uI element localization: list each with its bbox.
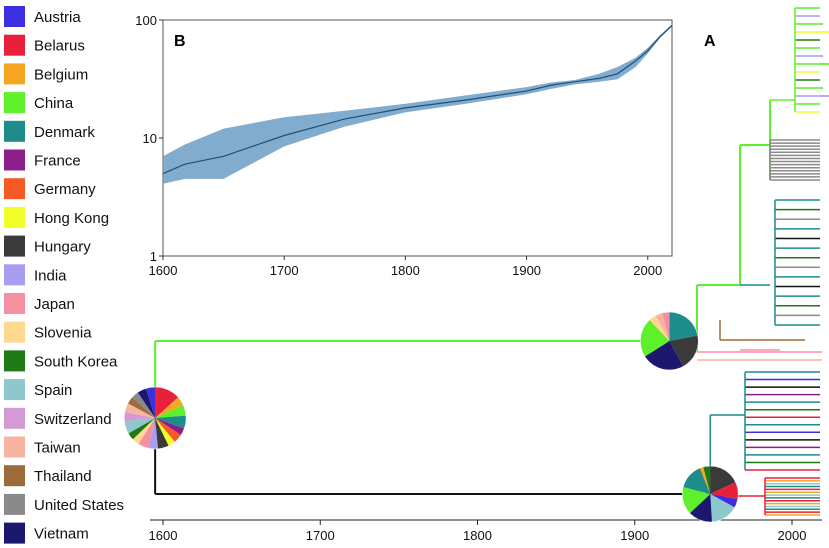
clade-2-pie-slice [710,466,736,494]
median-line [162,24,673,175]
clade-1-pie-slice [644,341,684,370]
clade-1-pie-outline [640,311,699,371]
panel-label-a: A [704,33,716,50]
legend-label: Taiwan [34,440,81,457]
root-pie-slice [127,397,156,418]
population-size-inset: 1600 1700 1800 1900 2000 1 10 100 [135,13,673,278]
legend-label: Germany [34,181,96,198]
panel-label-b: B [174,33,186,50]
legend-swatch [4,379,25,401]
clade-2-pie-outline [681,465,739,523]
legend-label: India [34,267,67,284]
legend-swatch [4,321,25,343]
tree-x-tick-label: 1800 [463,528,492,543]
root-pie-slice [124,412,156,422]
legend-swatch [4,63,25,85]
root-pie-slice [138,418,156,449]
inset-x-tick-label: 1600 [149,263,178,278]
clade-1-pie-slice [649,315,670,341]
legend-label: Belgium [34,66,88,83]
legend-swatch [4,407,25,429]
legend-label: Slovenia [34,325,92,342]
legend-label: South Korea [34,353,118,370]
tree-x-tick-label: 2000 [778,528,807,543]
root-pie-slice [146,387,156,418]
tree-x-tick-label: 1600 [149,528,178,543]
inset-y-tick-label: 10 [143,131,157,146]
inset-y-tick-label: 1 [150,249,157,264]
legend-swatch [4,293,25,314]
root-pie-slice [124,403,156,418]
clade-2-pie-slice [682,487,711,514]
root-pie-outline [123,386,187,450]
legend-swatch [4,350,25,372]
legend-swatch [4,522,25,544]
legend-label: France [34,153,81,170]
inset-x-tick-label: 1800 [391,263,420,278]
tree-x-tick-label: 1700 [306,528,335,543]
legend-swatch [4,465,25,487]
inset-x-tick-label: 2000 [633,263,662,278]
inset-frame [162,19,673,257]
root-pie-slice [155,418,182,442]
clade-1-pie-slice [655,312,670,341]
legend-label: Hong Kong [34,210,109,227]
legend-label: Switzerland [34,411,112,428]
legend-label: Japan [34,296,75,313]
confidence-band [163,24,672,184]
legend-swatch [4,6,25,27]
legend-label: Thailand [34,468,92,485]
tree-x-tick-label: 1900 [620,528,649,543]
inset-y-tick-label: 100 [135,13,157,28]
root-pie-slice [155,418,175,446]
root-pie-slice [148,418,158,449]
root-pie-slice [128,418,156,440]
legend-label: Vietnam [34,526,89,543]
legend-label: Belarus [34,38,85,55]
legend-swatch [4,206,25,228]
clade-2-pie-slice [710,482,739,500]
legend-label: Denmark [34,124,95,141]
clade-2-pie-slice [683,467,711,494]
legend-swatch [4,34,25,56]
root-pie-slice [155,418,169,449]
inset-x-tick-label: 1700 [270,263,299,278]
root-pie-slice [132,418,156,445]
clade-1-pie-slice [640,319,670,357]
root-pie-slice [155,387,179,418]
legend-label: China [34,95,74,112]
root-pie-slice [155,404,187,418]
legend-swatch [4,149,25,171]
root-pie-slice [124,418,156,434]
legend-swatch [4,235,25,257]
legend: Austria Belarus Belgium China Denmark France G… [4,6,124,544]
clade-1-pie-slice [669,312,698,341]
root-pie-slice [155,397,184,418]
legend-label: Austria [34,9,81,26]
clade-2-pie-slice [710,494,738,508]
phylogenetic-tree-panel: 1600 1700 1800 1900 2000 [123,7,829,543]
root-pie-slice [132,392,156,418]
legend-label: United States [34,497,124,514]
clade-2-pie-slice [703,466,711,494]
root-pie-slice [137,388,156,418]
legend-swatch [4,264,25,286]
legend-swatch [4,92,25,114]
clade-2-pie-slice [699,466,711,494]
clade-2-pie-slice [689,494,712,522]
legend-swatch [4,178,25,200]
root-pie-slice [155,418,185,436]
clade-1-pie-slice [669,335,699,367]
legend-label: Spain [34,382,72,399]
legend-swatch [4,120,25,142]
inset-x-tick-label: 1900 [512,263,541,278]
root-pie-slice [155,415,187,429]
legend-swatch [4,493,25,515]
legend-label: Hungary [34,239,91,256]
legend-swatch [4,436,25,458]
clade-1-pie-slice [662,312,670,341]
